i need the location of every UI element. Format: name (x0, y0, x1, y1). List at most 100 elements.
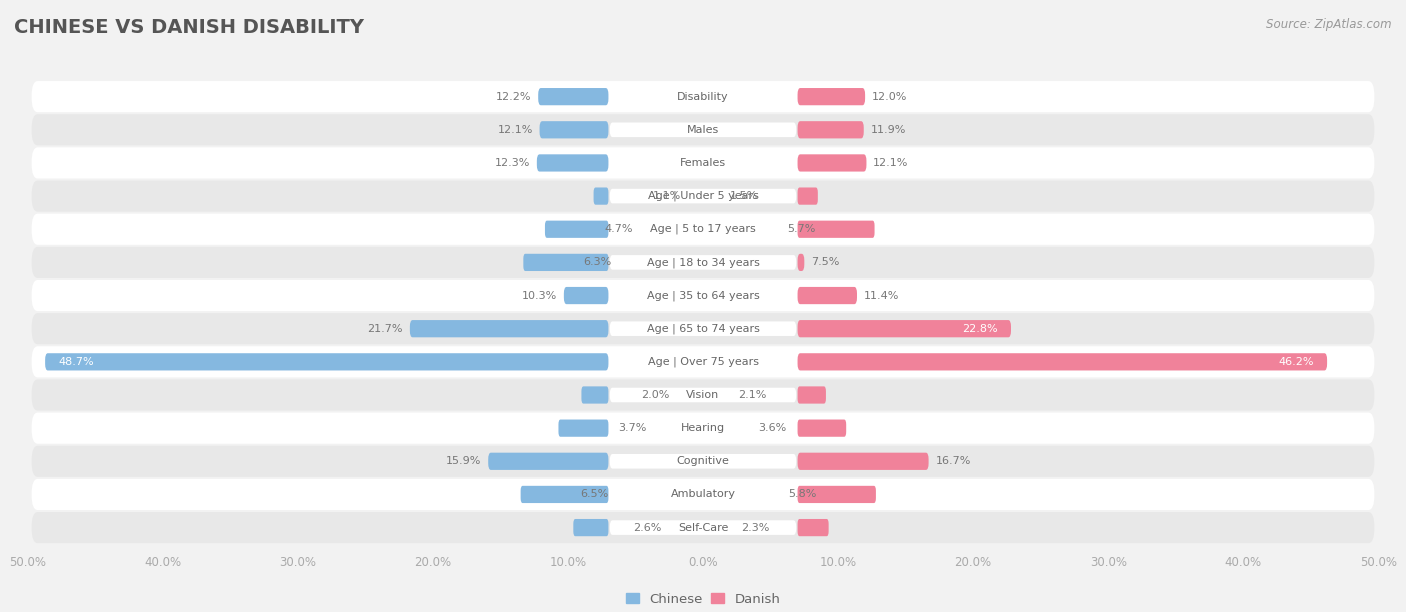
FancyBboxPatch shape (797, 519, 828, 536)
FancyBboxPatch shape (31, 379, 1375, 411)
FancyBboxPatch shape (610, 122, 796, 137)
Text: 21.7%: 21.7% (367, 324, 404, 334)
FancyBboxPatch shape (31, 247, 1375, 278)
Text: 2.0%: 2.0% (641, 390, 669, 400)
Text: 12.3%: 12.3% (495, 158, 530, 168)
FancyBboxPatch shape (31, 147, 1375, 179)
Text: Hearing: Hearing (681, 423, 725, 433)
FancyBboxPatch shape (31, 313, 1375, 345)
Text: 10.3%: 10.3% (522, 291, 557, 300)
Text: Males: Males (688, 125, 718, 135)
Text: Cognitive: Cognitive (676, 457, 730, 466)
Text: 48.7%: 48.7% (59, 357, 94, 367)
Text: 11.9%: 11.9% (870, 125, 905, 135)
FancyBboxPatch shape (610, 89, 796, 104)
FancyBboxPatch shape (582, 386, 609, 404)
FancyBboxPatch shape (31, 479, 1375, 510)
Text: Age | Under 5 years: Age | Under 5 years (648, 191, 758, 201)
Text: Ambulatory: Ambulatory (671, 490, 735, 499)
FancyBboxPatch shape (31, 214, 1375, 245)
Text: 1.1%: 1.1% (654, 191, 682, 201)
Text: 12.2%: 12.2% (496, 92, 531, 102)
FancyBboxPatch shape (537, 154, 609, 171)
Text: 1.5%: 1.5% (730, 191, 758, 201)
FancyBboxPatch shape (797, 486, 876, 503)
Text: Age | 65 to 74 years: Age | 65 to 74 years (647, 324, 759, 334)
FancyBboxPatch shape (558, 420, 609, 437)
FancyBboxPatch shape (574, 519, 609, 536)
Text: Self-Care: Self-Care (678, 523, 728, 532)
Legend: Chinese, Danish: Chinese, Danish (620, 588, 786, 611)
FancyBboxPatch shape (564, 287, 609, 304)
FancyBboxPatch shape (797, 220, 875, 238)
FancyBboxPatch shape (411, 320, 609, 337)
FancyBboxPatch shape (523, 254, 609, 271)
FancyBboxPatch shape (610, 454, 796, 469)
Text: 3.6%: 3.6% (758, 423, 786, 433)
FancyBboxPatch shape (610, 155, 796, 170)
FancyBboxPatch shape (540, 121, 609, 138)
Text: 7.5%: 7.5% (811, 258, 839, 267)
Text: 15.9%: 15.9% (446, 457, 481, 466)
FancyBboxPatch shape (797, 187, 818, 204)
FancyBboxPatch shape (797, 88, 865, 105)
FancyBboxPatch shape (797, 254, 804, 271)
Text: Age | Over 75 years: Age | Over 75 years (648, 357, 758, 367)
Text: 2.3%: 2.3% (741, 523, 769, 532)
FancyBboxPatch shape (610, 487, 796, 502)
FancyBboxPatch shape (31, 181, 1375, 212)
Text: Age | 18 to 34 years: Age | 18 to 34 years (647, 257, 759, 267)
FancyBboxPatch shape (610, 354, 796, 369)
Text: Age | 5 to 17 years: Age | 5 to 17 years (650, 224, 756, 234)
Text: 22.8%: 22.8% (962, 324, 997, 334)
Text: Vision: Vision (686, 390, 720, 400)
Text: 6.3%: 6.3% (583, 258, 612, 267)
Text: 5.8%: 5.8% (789, 490, 817, 499)
Text: Disability: Disability (678, 92, 728, 102)
FancyBboxPatch shape (31, 512, 1375, 543)
FancyBboxPatch shape (31, 114, 1375, 146)
Text: 12.1%: 12.1% (873, 158, 908, 168)
Text: 4.7%: 4.7% (605, 224, 633, 234)
Text: 3.7%: 3.7% (617, 423, 647, 433)
FancyBboxPatch shape (797, 453, 928, 470)
Text: 5.7%: 5.7% (787, 224, 815, 234)
Text: CHINESE VS DANISH DISABILITY: CHINESE VS DANISH DISABILITY (14, 18, 364, 37)
Text: 11.4%: 11.4% (863, 291, 898, 300)
Text: 46.2%: 46.2% (1278, 357, 1313, 367)
Text: Females: Females (681, 158, 725, 168)
FancyBboxPatch shape (610, 421, 796, 436)
FancyBboxPatch shape (797, 121, 863, 138)
FancyBboxPatch shape (520, 486, 609, 503)
FancyBboxPatch shape (31, 412, 1375, 444)
Text: 6.5%: 6.5% (581, 490, 609, 499)
FancyBboxPatch shape (488, 453, 609, 470)
Text: 12.1%: 12.1% (498, 125, 533, 135)
FancyBboxPatch shape (797, 420, 846, 437)
FancyBboxPatch shape (31, 346, 1375, 378)
Text: Age | 35 to 64 years: Age | 35 to 64 years (647, 290, 759, 300)
FancyBboxPatch shape (610, 188, 796, 203)
FancyBboxPatch shape (797, 287, 858, 304)
FancyBboxPatch shape (610, 388, 796, 402)
FancyBboxPatch shape (610, 288, 796, 303)
FancyBboxPatch shape (797, 154, 866, 171)
Text: 2.6%: 2.6% (633, 523, 661, 532)
FancyBboxPatch shape (610, 255, 796, 270)
FancyBboxPatch shape (45, 353, 609, 370)
FancyBboxPatch shape (610, 222, 796, 236)
FancyBboxPatch shape (31, 446, 1375, 477)
FancyBboxPatch shape (31, 81, 1375, 112)
FancyBboxPatch shape (546, 220, 609, 238)
FancyBboxPatch shape (797, 353, 1327, 370)
FancyBboxPatch shape (610, 321, 796, 336)
Text: 2.1%: 2.1% (738, 390, 766, 400)
FancyBboxPatch shape (593, 187, 609, 204)
Text: 16.7%: 16.7% (935, 457, 970, 466)
FancyBboxPatch shape (797, 386, 825, 404)
FancyBboxPatch shape (31, 280, 1375, 311)
Text: Source: ZipAtlas.com: Source: ZipAtlas.com (1267, 18, 1392, 31)
FancyBboxPatch shape (538, 88, 609, 105)
Text: 12.0%: 12.0% (872, 92, 907, 102)
FancyBboxPatch shape (797, 320, 1011, 337)
